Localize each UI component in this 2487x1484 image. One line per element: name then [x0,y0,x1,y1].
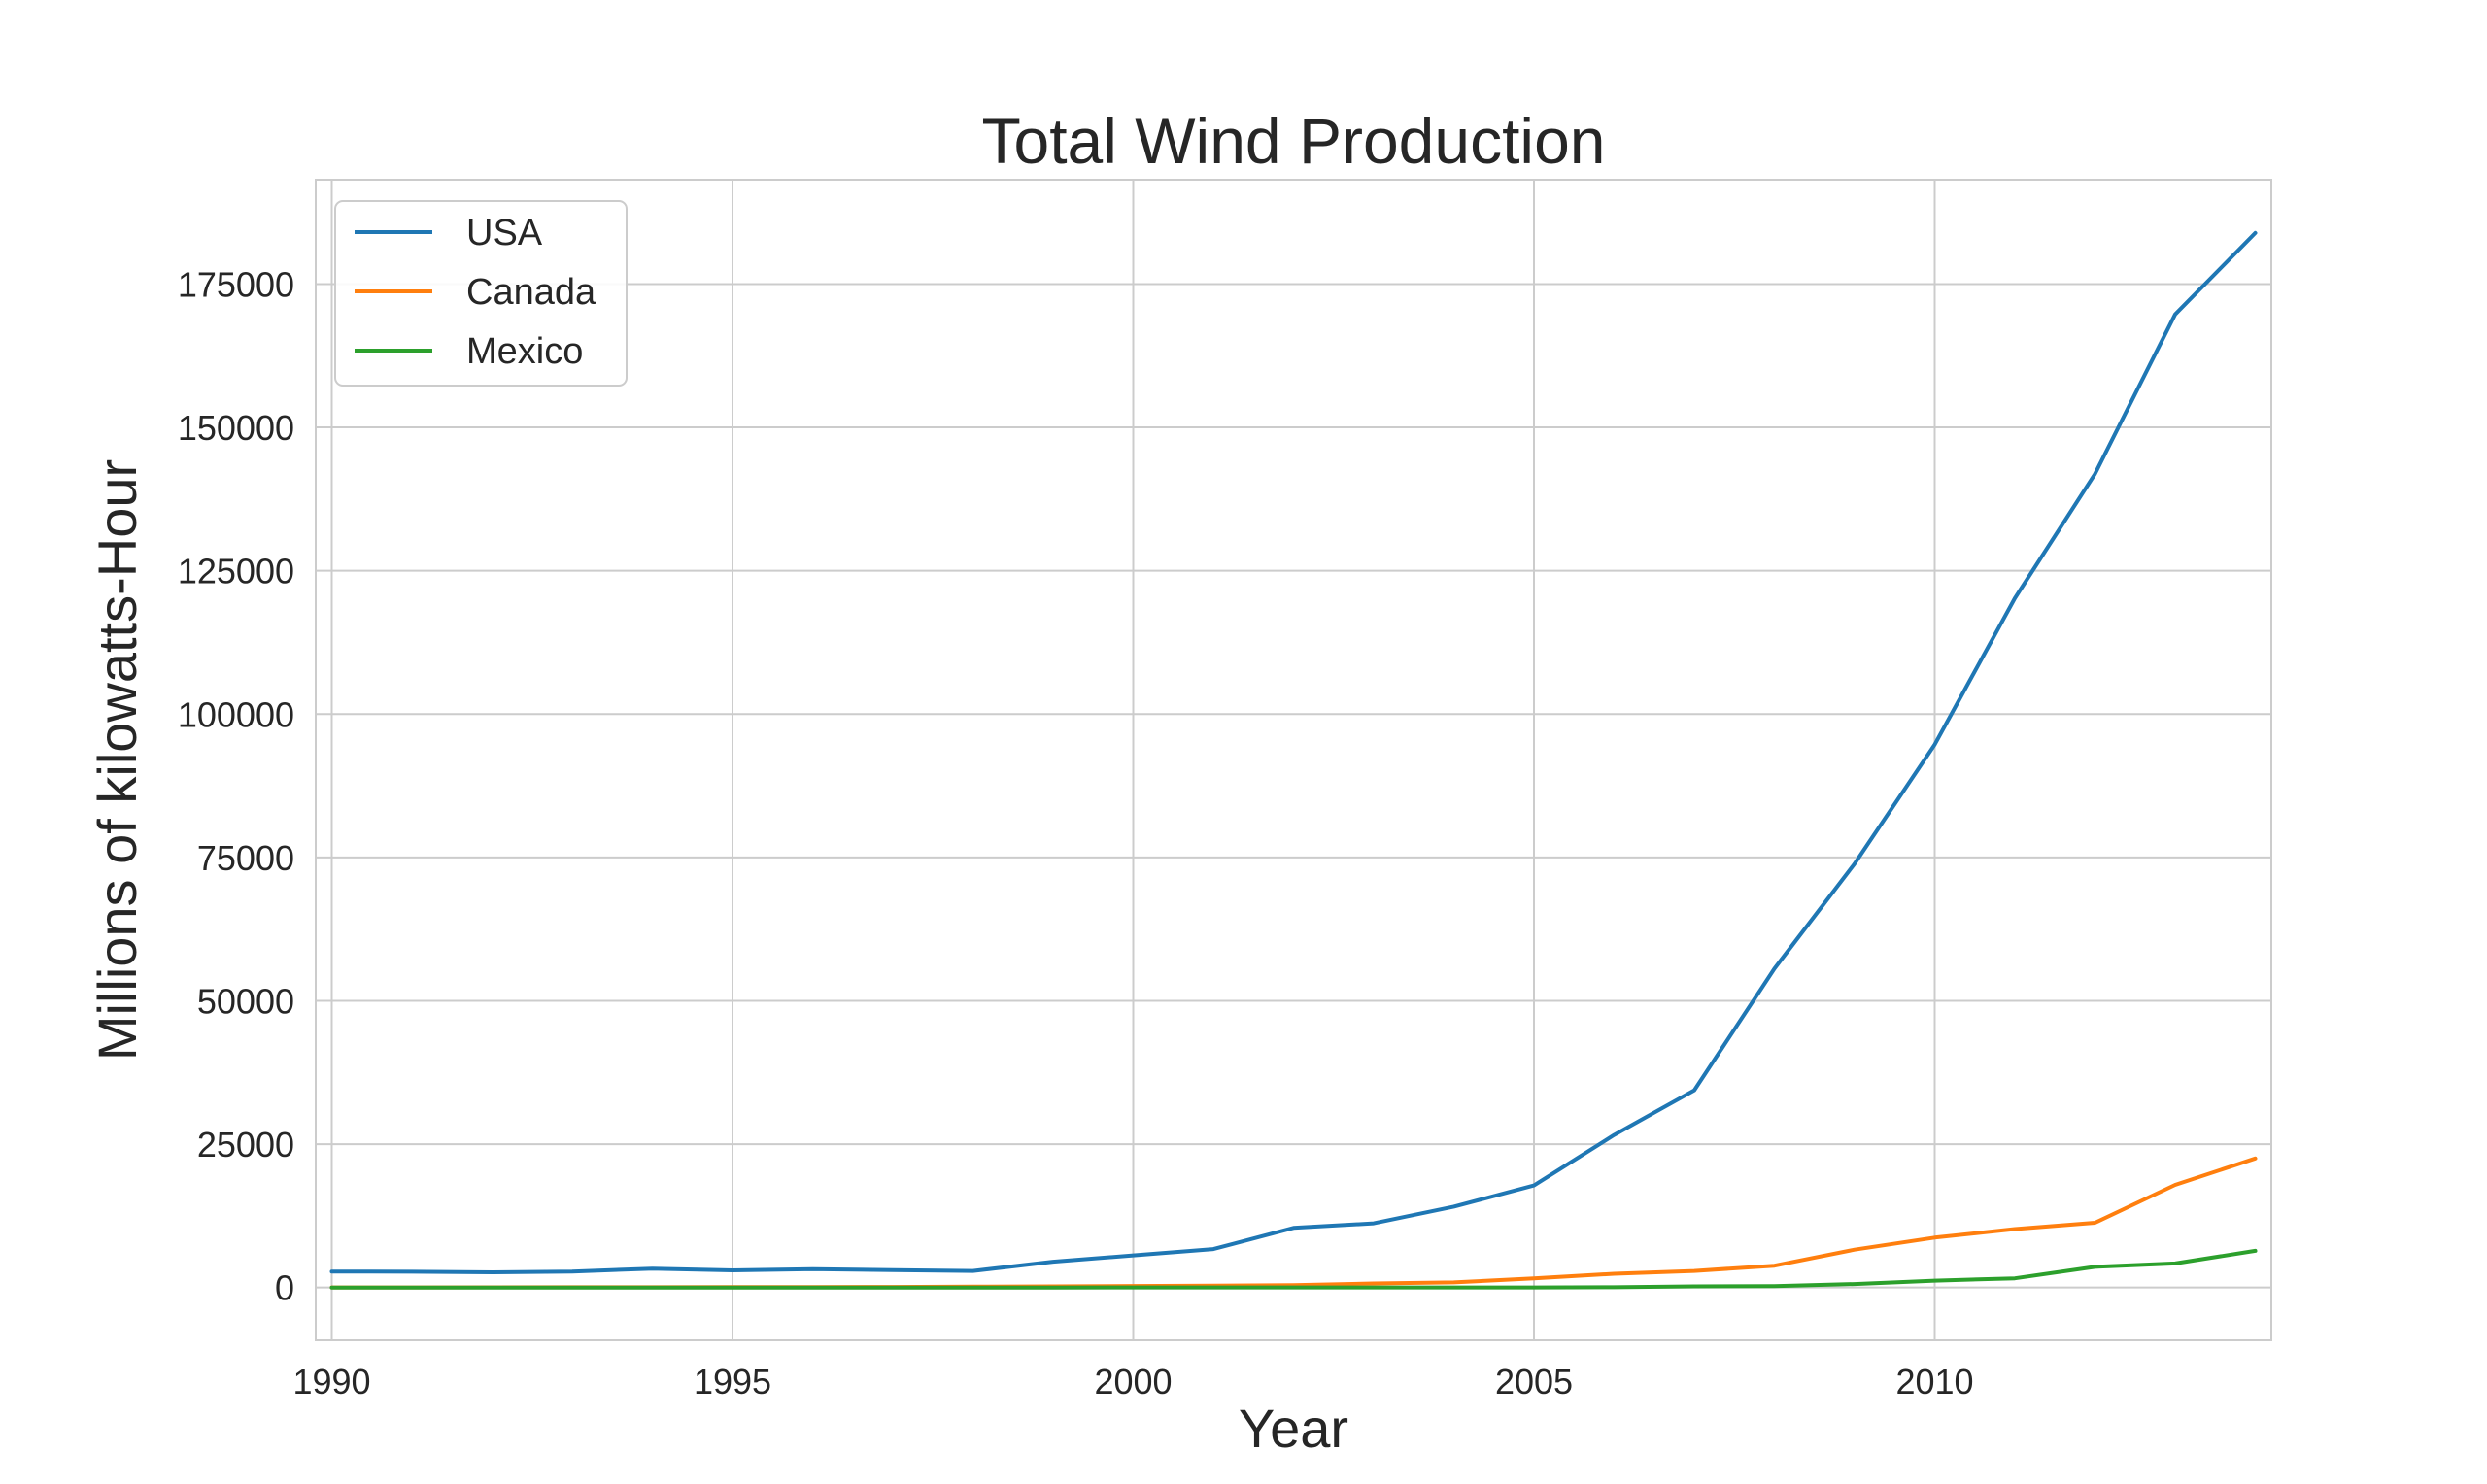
series-lines [329,230,2258,1290]
legend-box [334,200,628,387]
grid-lines [316,180,2271,1340]
y-tick-label: 175000 [178,264,294,304]
x-tick-label: 1990 [292,1362,370,1401]
tick-labels: 1990 1995 2000 2005 2010 0 25000 50000 75000 1000… [178,264,1974,1401]
series-line-mexico [329,1248,2258,1290]
y-tick-label: 75000 [197,838,294,878]
y-tick-label: 0 [275,1268,294,1308]
legend-label: USA [466,213,543,253]
chart-title: Total Wind Production [982,105,1606,177]
x-tick-label: 2010 [1895,1362,1973,1401]
x-tick-label: 1995 [694,1362,771,1401]
x-tick-label: 2005 [1495,1362,1573,1401]
legend: USA Canada Mexico [334,200,628,387]
y-tick-label: 50000 [197,981,294,1021]
y-tick-label: 150000 [178,408,294,448]
y-tick-label: 100000 [178,694,294,734]
x-tick-label: 2000 [1094,1362,1172,1401]
y-tick-label: 125000 [178,552,294,591]
plot-frame [315,179,2272,1341]
legend-label: Canada [466,272,596,313]
y-axis-title: Millions of kilowatts-Hour [86,459,148,1061]
y-tick-label: 25000 [197,1125,294,1164]
series-line-usa [329,230,2258,1274]
legend-label: Mexico [466,331,583,372]
x-axis-title: Year [1239,1398,1348,1459]
